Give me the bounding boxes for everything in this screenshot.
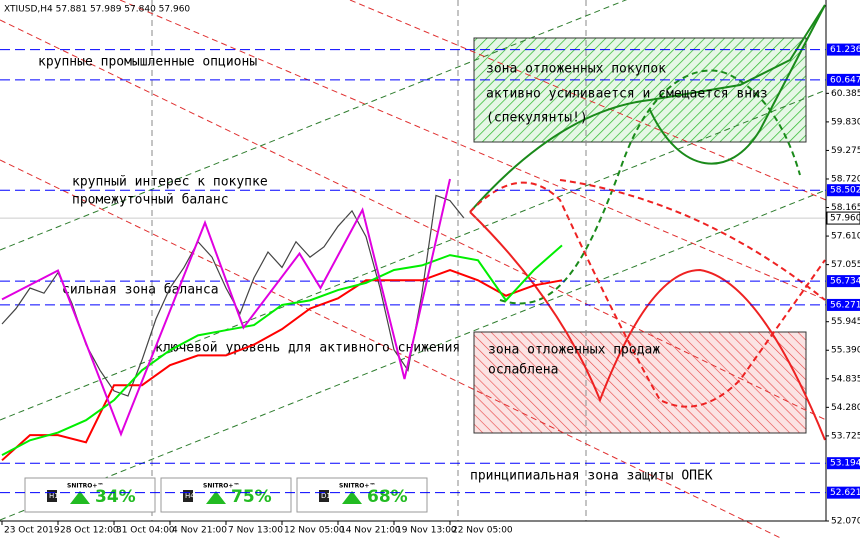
y-tick-label: 57.610 — [831, 232, 860, 242]
channel-line — [0, 89, 827, 421]
level-label-box — [827, 457, 860, 470]
y-tick-label: 58.720 — [831, 174, 860, 184]
level-label: 56.271 — [830, 300, 860, 310]
level-label-box — [827, 43, 860, 56]
annotation: активно усиливается и смещается вниз — [486, 87, 768, 102]
channel-line — [349, 0, 827, 201]
panel — [296, 477, 428, 513]
level-label: 52.621 — [830, 488, 860, 498]
annotation: ключевой уровень для активного снижения — [155, 341, 460, 356]
annotation: промежуточный баланс — [72, 193, 229, 208]
annotation: (спекулянты!) — [486, 111, 588, 126]
forecast-line — [469, 181, 826, 408]
x-tick-label: 19 Nov 13:00 — [396, 526, 457, 536]
panel-icon — [183, 490, 193, 502]
series-line — [1, 244, 563, 457]
annotation: крупный интерес к покупке — [72, 175, 268, 190]
x-tick-label: 31 Oct 04:00 — [116, 526, 175, 536]
y-tick-label: 59.830 — [831, 117, 860, 127]
series-line — [1, 178, 451, 437]
series-line — [1, 268, 563, 462]
x-tick-label: 22 Nov 05:00 — [452, 526, 513, 536]
panel-icon — [47, 490, 57, 502]
x-tick-label: 7 Nov 13:00 — [228, 526, 283, 536]
panel-value: 68% — [367, 487, 408, 507]
x-tick-label: 12 Nov 05:00 — [284, 526, 345, 536]
x-tick-label: 28 Oct 12:00 — [60, 526, 119, 536]
annotation: зона отложенных продаж — [488, 343, 660, 358]
y-tick-label: 52.070 — [831, 517, 860, 527]
level-label: 56.734 — [830, 277, 860, 287]
panel — [160, 477, 292, 513]
channel-line — [0, 0, 628, 251]
x-tick-label: 14 Nov 21:00 — [340, 526, 401, 536]
y-tick-label: 53.725 — [831, 431, 860, 441]
panel-timeframe: H1 — [49, 492, 59, 500]
price-label: 57.960 — [830, 214, 860, 224]
panel-brand: SNITRO+™ — [67, 483, 103, 490]
annotation: крупные промышленные опционы — [38, 55, 257, 70]
forecast-line — [469, 211, 826, 441]
panel-brand: SNITRO+™ — [339, 483, 375, 490]
panel-icon — [319, 490, 329, 502]
forecast-line — [499, 69, 801, 305]
x-tick-label: 23 Oct 2019 — [4, 526, 60, 536]
forecast-line — [469, 4, 826, 213]
annotation: ослаблена — [488, 363, 558, 378]
level-label-box — [827, 73, 860, 86]
level-label-box — [827, 486, 860, 499]
panel-value: 34% — [95, 487, 136, 507]
panel — [24, 477, 156, 513]
panel-arrow — [342, 491, 362, 504]
panel-arrow — [70, 491, 90, 504]
chart-title: XTIUSD,H4 57.881 57.989 57.840 57.960 — [4, 5, 190, 15]
level-label-box — [827, 298, 860, 311]
forecast-line — [559, 179, 826, 301]
y-tick-label: 60.385 — [831, 89, 860, 99]
y-tick-label: 55.390 — [831, 346, 860, 356]
level-label-box — [827, 275, 860, 288]
channel-line — [0, 189, 827, 521]
y-tick-label: 54.835 — [831, 374, 860, 384]
channel-line — [0, 19, 827, 421]
level-label-box — [827, 184, 860, 197]
level-label: 60.647 — [830, 75, 860, 85]
forecast-line — [649, 4, 826, 165]
y-tick-label: 57.055 — [831, 260, 860, 270]
panel-value: 75% — [231, 487, 272, 507]
panel-timeframe: D1 — [321, 492, 331, 500]
y-tick-label: 58.165 — [831, 203, 860, 213]
price-label-box — [826, 211, 860, 225]
level-label: 53.194 — [830, 459, 860, 469]
level-label: 61.236 — [830, 45, 860, 55]
sell-zone — [473, 331, 807, 434]
x-tick-label: 4 Nov 21:00 — [172, 526, 227, 536]
y-tick-label: 59.275 — [831, 146, 860, 156]
panel-brand: SNITRO+™ — [203, 483, 239, 490]
panel-timeframe: H4 — [185, 492, 195, 500]
annotation: сильная зона баланса — [62, 283, 219, 298]
level-label: 58.502 — [830, 186, 860, 196]
channel-line — [119, 0, 827, 301]
drawings — [0, 0, 827, 538]
annotation: зона отложенных покупок — [486, 62, 666, 77]
annotation: принципиальная зона защиты ОПЕК — [470, 469, 713, 484]
y-tick-label: 55.945 — [831, 317, 860, 327]
channel-line — [0, 159, 782, 538]
y-tick-label: 54.280 — [831, 403, 860, 413]
panel-arrow — [206, 491, 226, 504]
